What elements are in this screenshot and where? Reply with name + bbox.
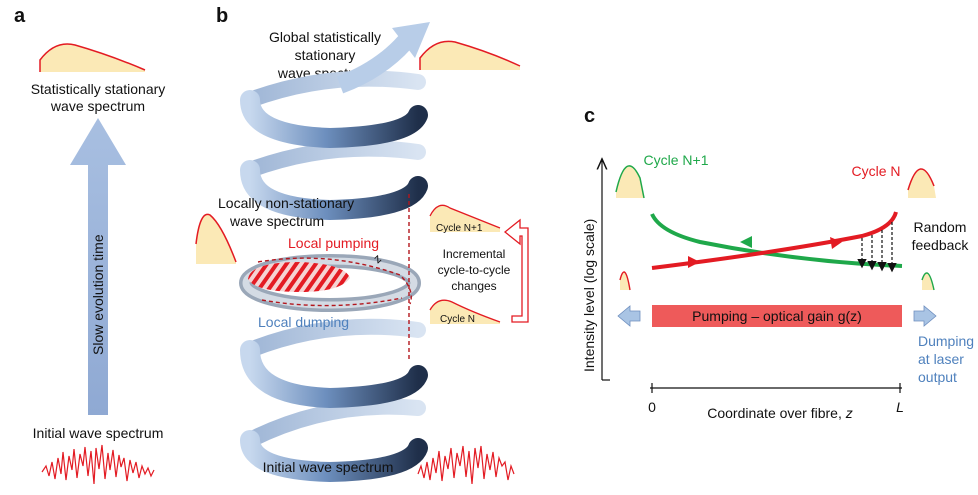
dumping-line2: at laser — [918, 351, 964, 367]
cycle-n1-top-spectrum — [616, 165, 644, 198]
random-feedback-line1: Random — [914, 219, 967, 235]
x-axis-label: Coordinate over fibre, z — [707, 405, 853, 421]
cycle-n-spectrum-curve — [429, 299, 501, 323]
initial-noisy-spectrum-a — [41, 444, 155, 485]
cycle-n-label-b: Cycle N — [440, 314, 475, 325]
pumping-dashed-path — [257, 257, 412, 305]
green-arrowhead — [740, 236, 752, 248]
small-left-curve — [619, 271, 631, 291]
local-label-line2: wave spectrum — [229, 213, 324, 229]
local-label-line1: Locally non-stationary — [218, 195, 354, 211]
green-cycle-curve — [650, 213, 903, 268]
small-right-spectrum — [922, 272, 934, 290]
stationary-spectrum-shape — [40, 44, 145, 72]
tick-label-L: L — [896, 399, 904, 415]
incremental-line3: changes — [451, 279, 496, 293]
stationary-label-line2: wave spectrum — [50, 98, 145, 114]
dump-arrow-right — [913, 305, 937, 327]
red-arrowhead-right — [830, 237, 842, 249]
y-axis-label: Intensity level (log scale) — [581, 219, 597, 372]
panel-a: a Statistically stationary wave spectrum… — [14, 5, 166, 485]
initial-spectrum-label-a: Initial wave spectrum — [33, 425, 164, 441]
cycle-loop-arrow — [503, 218, 529, 323]
incremental-line1: Incremental — [443, 247, 506, 261]
global-spectrum-curve — [419, 40, 521, 70]
random-feedback-line2: feedback — [912, 237, 970, 253]
tick-label-0: 0 — [648, 399, 656, 415]
cycle-n-spectrum-shape — [430, 300, 500, 324]
local-dumping-label: Local dumping — [258, 314, 349, 330]
cycle-n-label-c: Cycle N — [851, 163, 900, 179]
helix-spiral — [239, 22, 430, 483]
panel-a-letter: a — [14, 5, 26, 27]
local-pumping-label: Local pumping — [288, 235, 379, 251]
slow-evolution-arrow — [70, 118, 126, 415]
random-feedback-arrows — [857, 222, 897, 273]
pumping-gain-label: Pumping – optical gain g(z) — [692, 308, 862, 324]
panel-b-letter: b — [216, 5, 228, 27]
dumping-line3: output — [918, 369, 957, 385]
initial-noisy-spectrum-b — [417, 445, 515, 485]
panel-b: b Global statistically stationary wave s… — [195, 5, 529, 485]
dump-arrow-left — [617, 305, 641, 327]
red-arrowhead-left — [688, 256, 700, 268]
cycle-n1-spectrum-curve — [429, 204, 501, 229]
local-spectrum-curve — [195, 213, 237, 263]
global-label-line2: stationary — [295, 47, 356, 63]
local-spectrum-shape — [196, 214, 236, 264]
incremental-line2: cycle-to-cycle — [438, 263, 511, 277]
small-left-spectrum — [620, 272, 630, 290]
panel-c: c 0 L Coordinate over fibre, z Intensity… — [581, 105, 974, 421]
cycle-n1-label-b: Cycle N+1 — [436, 223, 483, 234]
cycle-n1-spectrum-shape — [430, 205, 500, 232]
dumping-line1: Dumping — [918, 333, 974, 349]
slow-evolution-label: Slow evolution time — [90, 234, 106, 355]
initial-spectrum-label-b: Initial wave spectrum — [263, 459, 394, 475]
cycle-n-top-spectrum — [908, 168, 936, 198]
pumping-gain-bar — [652, 305, 902, 327]
dumping-dashed-path — [261, 297, 403, 307]
cycle-n1-top-curve — [615, 165, 645, 199]
global-label-line1: Global statistically — [269, 29, 381, 45]
cycle-n1-label-c: Cycle N+1 — [644, 152, 709, 168]
cycle-n-top-curve — [907, 168, 935, 191]
global-spectrum-shape — [420, 41, 520, 70]
small-right-curve — [921, 272, 935, 291]
stationary-spectrum-curve — [39, 43, 146, 72]
local-pumping-hatch — [248, 262, 350, 292]
stationary-label-line1: Statistically stationary — [31, 81, 166, 97]
panel-c-letter: c — [584, 105, 595, 127]
